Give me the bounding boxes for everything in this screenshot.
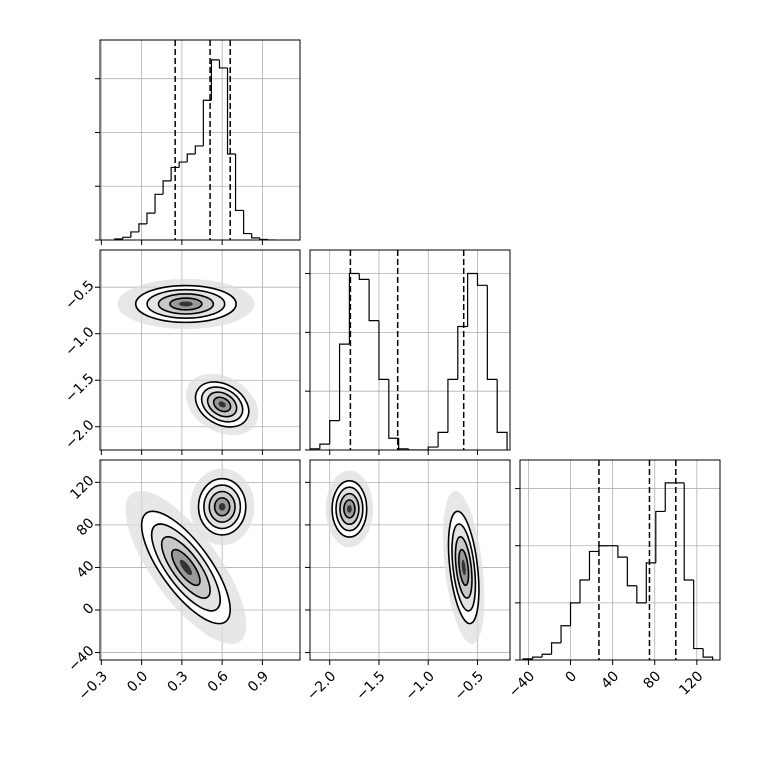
y-tick-label: −2.0	[62, 417, 97, 452]
hist-bin	[130, 231, 139, 238]
x-tick-label: 0.6	[205, 668, 232, 695]
hist-bin	[645, 562, 656, 603]
hist-bin	[569, 602, 580, 626]
density-contour	[179, 301, 193, 307]
x-tick-label: −2.0	[304, 668, 339, 703]
frame	[519, 459, 721, 661]
density-contour	[218, 401, 226, 408]
panel	[520, 460, 720, 660]
frame	[99, 459, 301, 661]
panel	[310, 250, 510, 450]
hist-bin	[368, 279, 379, 322]
hist-bin	[388, 379, 399, 439]
hist-bin	[162, 180, 172, 195]
hist-bin	[532, 656, 543, 659]
hist-bin	[378, 320, 389, 381]
hist-bin	[427, 446, 439, 450]
hist-bin	[218, 59, 228, 69]
hist-bin	[702, 648, 714, 660]
hist-bin	[358, 273, 370, 281]
x-tick-label: −0.3	[76, 668, 111, 703]
hist-bin	[348, 272, 360, 345]
hist-bin	[146, 212, 156, 224]
hist-bin	[398, 438, 409, 450]
density-contour	[347, 505, 352, 513]
hist-bin	[210, 59, 220, 101]
hist-bin	[626, 557, 637, 587]
x-tick-label: 40	[598, 668, 622, 692]
hist-bin	[496, 379, 508, 450]
y-tick-label: 0	[80, 600, 98, 618]
hist-bin	[329, 419, 340, 445]
hist-bin	[636, 585, 647, 604]
hist-bin	[243, 210, 252, 235]
hist-bin	[467, 272, 478, 327]
hist-bin	[693, 580, 704, 650]
frame	[309, 459, 511, 661]
hist-bin	[178, 161, 188, 168]
hist-bin	[476, 273, 488, 286]
hist-bin	[407, 448, 419, 450]
x-tick-label: 120	[676, 668, 706, 698]
y-tick-label: −40	[65, 643, 97, 675]
hist-bin	[170, 166, 180, 181]
hist-bin	[457, 325, 468, 380]
x-tick-label: −40	[506, 668, 538, 700]
x-tick-label: −1.5	[353, 668, 388, 703]
hist-bin	[437, 431, 448, 448]
y-tick-label: −0.5	[62, 278, 97, 313]
x-tick-label: 0.3	[164, 668, 191, 695]
hist-bin	[447, 378, 458, 433]
hist-bin	[186, 153, 196, 163]
hist-bin	[154, 193, 164, 214]
y-tick-label: 40	[74, 558, 98, 582]
hist-bin	[319, 443, 330, 449]
hist-bin	[138, 223, 147, 232]
hist-bin	[234, 153, 244, 212]
hist-bin	[617, 545, 628, 558]
hist-bin	[560, 625, 571, 643]
y-tick-label: −1.5	[62, 371, 97, 406]
x-tick-label: 80	[640, 668, 664, 692]
hist-bin	[683, 482, 694, 581]
hist-bin	[588, 550, 599, 580]
frame	[309, 249, 511, 451]
hist-bin	[202, 99, 212, 146]
hist-bin	[310, 448, 320, 450]
panel	[100, 40, 300, 240]
hist-bin	[251, 233, 260, 239]
hist-bin	[122, 236, 131, 239]
hist-bin	[486, 285, 498, 381]
frame	[99, 39, 301, 241]
hist-bin	[338, 343, 350, 421]
hist-bin	[541, 653, 552, 658]
density-contour	[218, 502, 226, 511]
x-tick-label: −0.5	[452, 668, 487, 703]
hist-bin	[579, 579, 590, 603]
hist-bin	[655, 510, 666, 563]
hist-bin	[194, 145, 204, 154]
hist-bin	[598, 545, 609, 552]
panel	[100, 250, 300, 450]
x-tick-label: −1.0	[403, 668, 438, 703]
hist-bin	[226, 67, 236, 155]
x-tick-label: 0.0	[124, 668, 151, 695]
panel	[310, 460, 510, 660]
hist-bin	[664, 482, 675, 512]
density-contour	[179, 559, 192, 576]
y-tick-label: 80	[74, 515, 98, 539]
frame	[99, 249, 301, 451]
hist-bin	[550, 642, 562, 655]
x-tick-label: 0	[563, 668, 581, 686]
hist-bin	[259, 237, 268, 240]
x-tick-label: 0.9	[245, 668, 272, 695]
density-contour	[461, 559, 466, 576]
y-tick-label: 120	[67, 473, 97, 503]
panel	[100, 460, 300, 660]
y-tick-label: −1.0	[62, 324, 97, 359]
